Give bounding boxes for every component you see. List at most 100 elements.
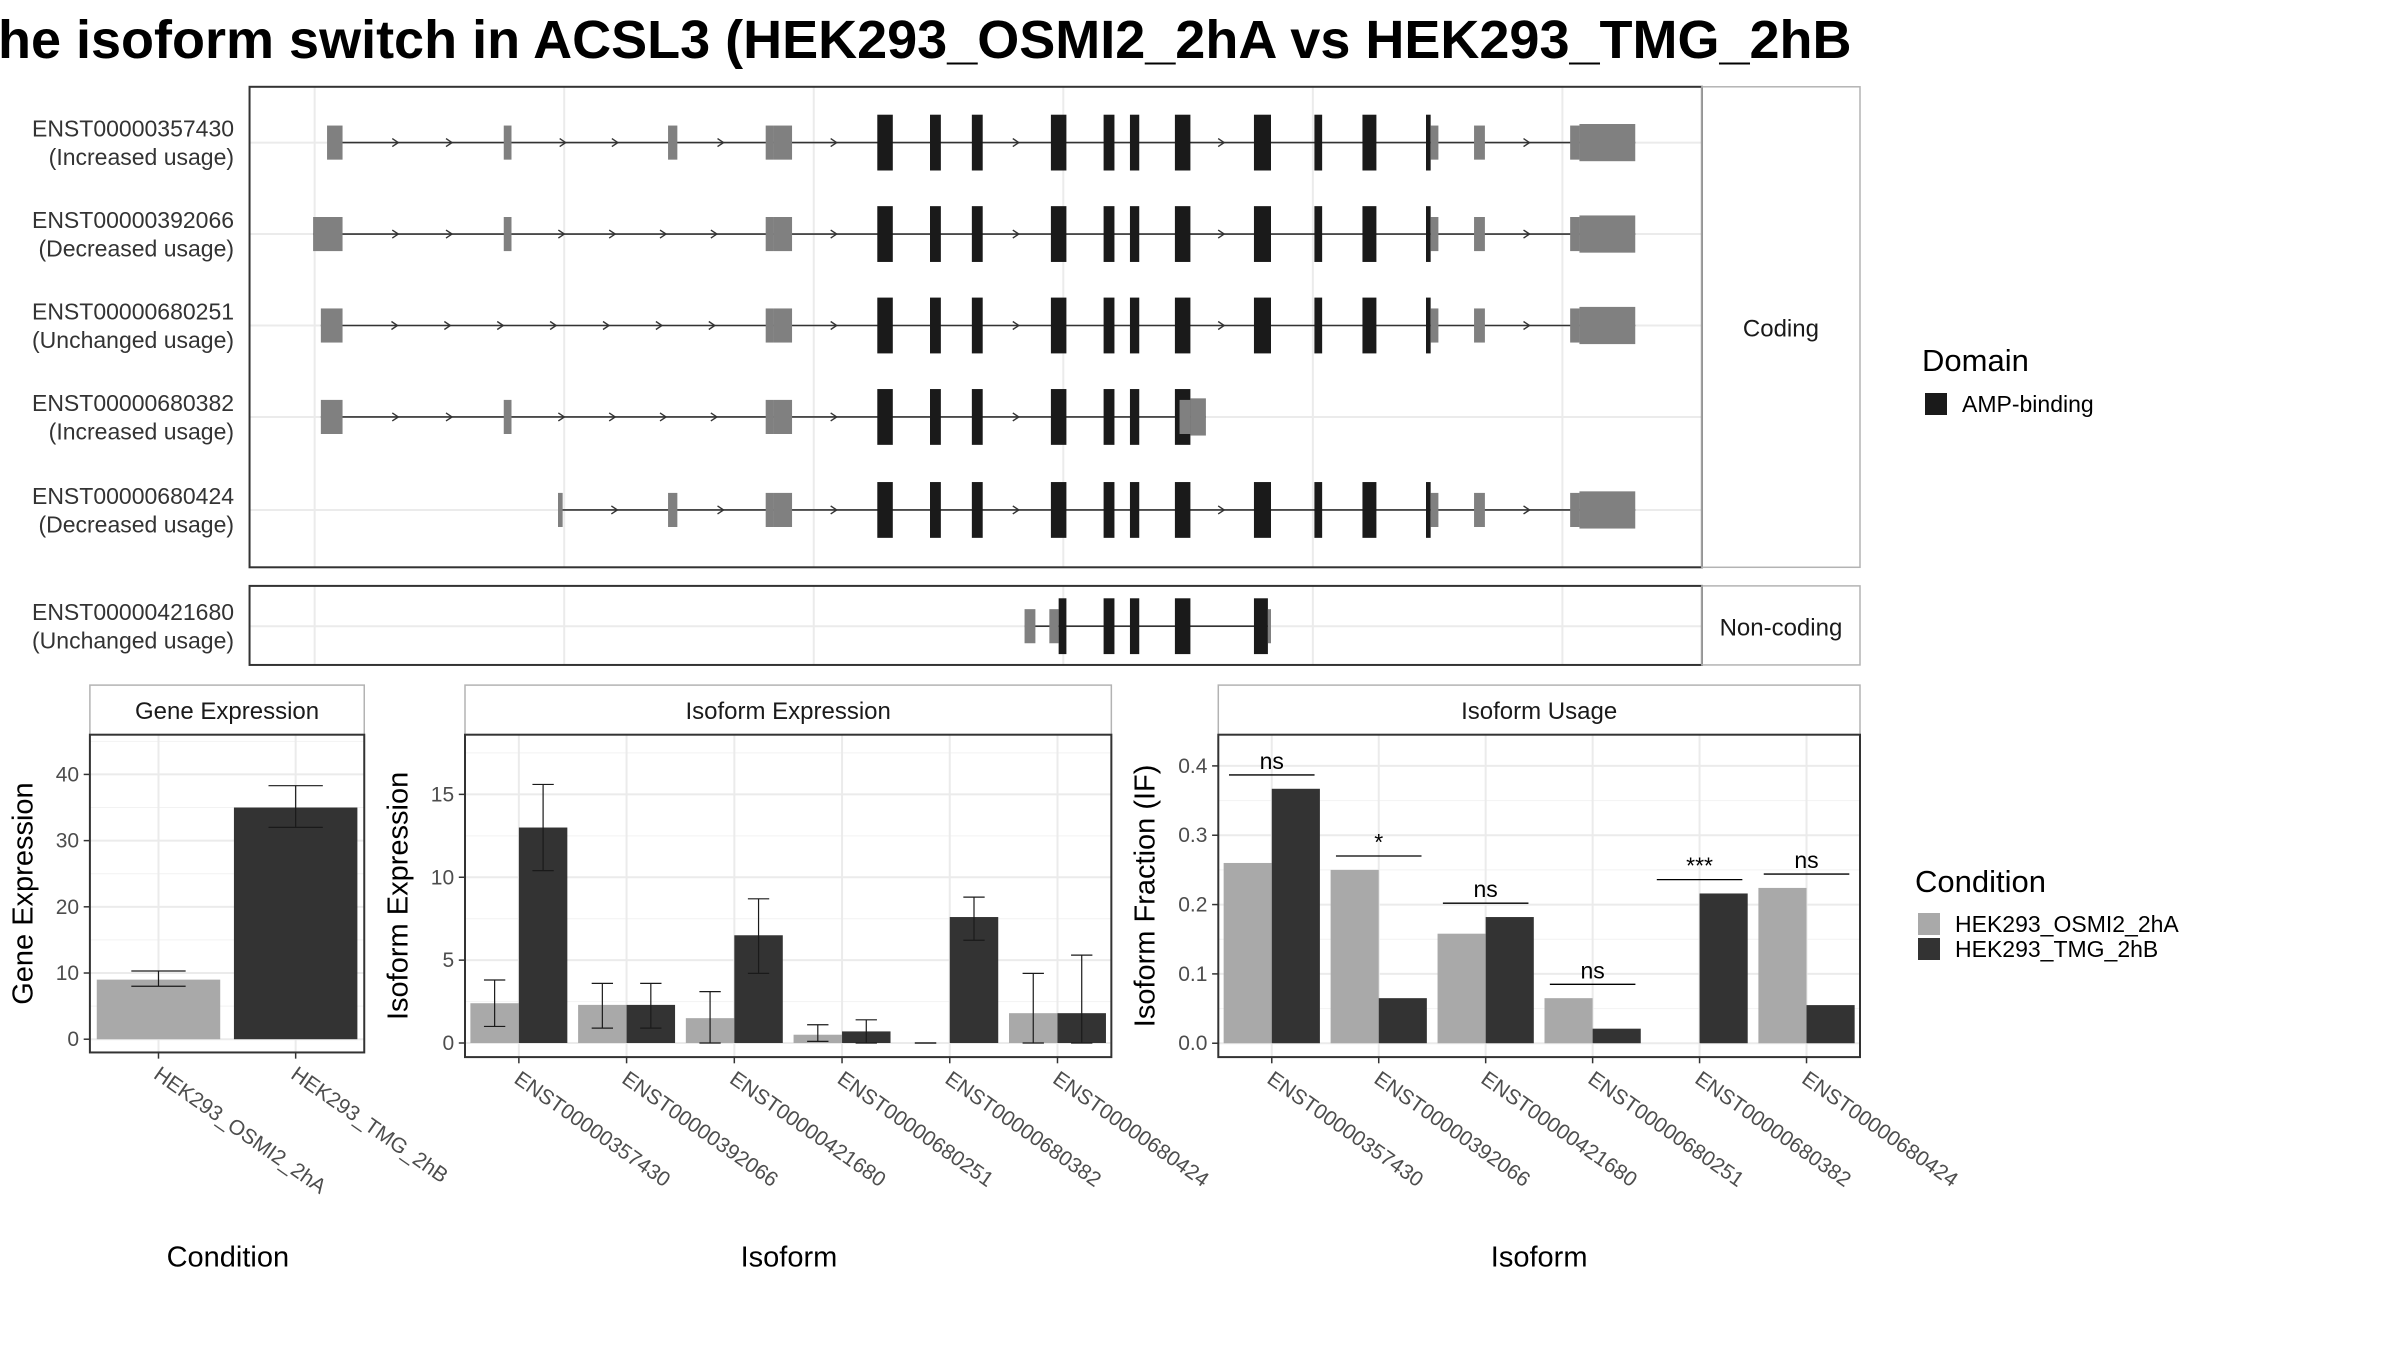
exon-domain-amp-binding — [1129, 389, 1140, 445]
exon-utr — [320, 399, 343, 434]
intron-direction-arrow — [830, 229, 838, 239]
exon-utr — [313, 217, 343, 252]
intron-direction-arrow — [1012, 229, 1021, 239]
intron-direction-arrow — [549, 320, 558, 331]
exon-utr — [1430, 125, 1439, 160]
intron-direction-arrow — [830, 138, 838, 148]
bar-HEK293_TMG_2hB — [1806, 1005, 1855, 1044]
exon-utr — [773, 492, 793, 527]
exon-domain-amp-binding — [930, 297, 941, 354]
y-axis-title: Gene Expression — [8, 782, 40, 1004]
transcript-track — [320, 297, 1636, 354]
coding-strip-label: Coding — [1743, 315, 1819, 342]
exon-utr — [320, 308, 343, 343]
exon-domain-amp-binding — [1103, 482, 1115, 538]
exon-domain-amp-binding — [1426, 482, 1431, 538]
exon-domain-amp-binding — [877, 297, 893, 354]
intron-direction-arrow — [659, 229, 668, 239]
exon-domain-amp-binding — [1129, 482, 1140, 538]
exon-utr — [1049, 609, 1059, 644]
exon-utr — [773, 308, 793, 343]
transcript-id-label: ENST00000680382 — [32, 390, 234, 416]
exon-domain-amp-binding — [930, 389, 941, 445]
exon-utr — [1474, 308, 1485, 343]
exon-utr — [503, 217, 512, 252]
intron-direction-arrow — [443, 320, 452, 331]
exon-domain-amp-binding — [1129, 598, 1140, 655]
exon-domain-amp-binding — [1050, 297, 1067, 354]
y-tick-label: 20 — [56, 896, 79, 919]
x-axis-title: Isoform — [741, 1241, 838, 1273]
exon-domain-amp-binding — [971, 114, 983, 171]
y-tick-label: 0.2 — [1178, 894, 1207, 917]
exon-utr — [1024, 609, 1036, 644]
exon-domain-amp-binding — [1174, 482, 1191, 538]
domain-legend: Domain AMP-binding — [1922, 343, 2094, 417]
intron-direction-arrow — [1523, 320, 1531, 331]
exon-utr — [668, 492, 678, 527]
exon-domain-amp-binding — [971, 206, 983, 262]
intron-direction-arrow — [830, 505, 838, 515]
condition-legend-key-1 — [1918, 913, 1940, 935]
exon-utr — [327, 125, 343, 160]
intron-direction-arrow — [602, 320, 611, 331]
exon-utr — [1474, 125, 1485, 160]
x-axis-title: Isoform — [1491, 1241, 1588, 1273]
intron-direction-arrow — [445, 138, 454, 148]
exon-utr — [1474, 492, 1485, 527]
intron-direction-arrow — [557, 229, 566, 239]
bar-HEK293_TMG_2hB — [1378, 998, 1427, 1044]
exon-domain-amp-binding — [930, 482, 941, 538]
intron-direction-arrow — [391, 138, 400, 148]
y-tick-label: 0 — [442, 1032, 454, 1055]
intron-direction-arrow — [391, 412, 400, 422]
exon-utr — [773, 217, 793, 252]
transcript-structure-panel: ENST00000357430(Increased usage)ENST0000… — [32, 85, 1861, 666]
exon-utr — [1579, 215, 1636, 253]
exon-utr — [765, 399, 774, 434]
exon-domain-amp-binding — [1050, 206, 1067, 262]
chart-title-strip — [1217, 684, 1861, 736]
intron-direction-arrow — [1523, 505, 1531, 515]
exon-domain-amp-binding — [971, 389, 983, 445]
isoform-usage-chart: Isoform Usage ns * ns ns *** ns 0.0 0.1 0.2 0.3 0.4… — [1130, 684, 1962, 1273]
bar-single — [233, 807, 358, 1040]
intron-direction-arrow — [1217, 138, 1226, 148]
exon-domain-amp-binding — [1129, 206, 1140, 262]
intron-direction-arrow — [391, 320, 399, 331]
y-tick-label: 10 — [431, 866, 454, 889]
exon-domain-amp-binding — [1174, 297, 1191, 354]
exon-utr — [1570, 125, 1580, 160]
transcript-track — [1024, 598, 1271, 655]
exon-utr — [773, 399, 793, 434]
y-tick-label: 0.3 — [1178, 824, 1207, 847]
exon-utr — [765, 492, 774, 527]
y-tick-label: 30 — [56, 830, 79, 853]
exon-domain-amp-binding — [1253, 598, 1268, 655]
transcript-usage-label: (Increased usage) — [49, 144, 234, 170]
bar-HEK293_OSMI2_2hA — [1437, 933, 1486, 1044]
significance-label: * — [1374, 829, 1383, 855]
intron-direction-arrow — [391, 229, 400, 239]
domain-legend-label: AMP-binding — [1962, 391, 2094, 417]
y-axis-title: Isoform Expression — [383, 772, 415, 1020]
intron-direction-arrow — [610, 505, 619, 515]
transcript-track — [327, 114, 1636, 171]
exon-domain-amp-binding — [1314, 482, 1323, 538]
condition-legend: Condition HEK293_OSMI2_2hA HEK293_TMG_2h… — [1915, 864, 2179, 962]
bar-HEK293_OSMI2_2hA — [1330, 869, 1379, 1044]
chart-title: Isoform Expression — [685, 698, 890, 725]
exon-utr — [503, 125, 512, 160]
exon-utr — [558, 492, 563, 527]
exon-domain-amp-binding — [1362, 482, 1377, 538]
exon-domain-amp-binding — [1253, 297, 1271, 354]
exon-domain-amp-binding — [971, 297, 983, 354]
exon-domain-amp-binding — [1050, 389, 1067, 445]
intron-direction-arrow — [1523, 138, 1531, 148]
significance-label: ns — [1474, 876, 1498, 902]
exon-domain-amp-binding — [1174, 598, 1191, 655]
exon-utr — [765, 308, 774, 343]
bar-HEK293_OSMI2_2hA — [1223, 862, 1272, 1044]
chart-title: Isoform Usage — [1461, 698, 1617, 725]
exon-domain-amp-binding — [1253, 482, 1271, 538]
